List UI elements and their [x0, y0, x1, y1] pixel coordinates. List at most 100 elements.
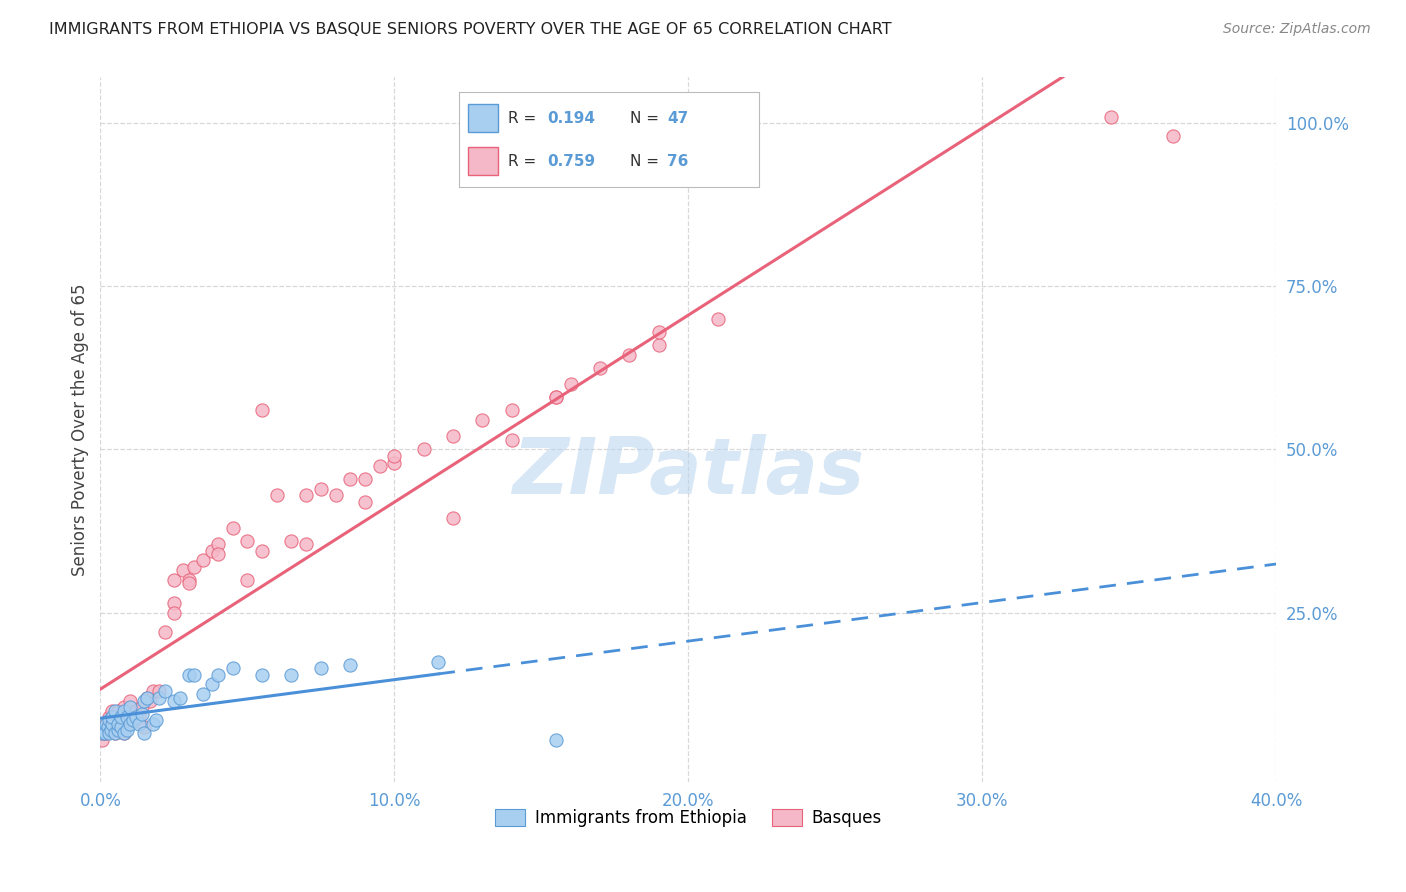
Point: [112, 726, 135, 740]
Y-axis label: Seniors Poverty Over the Age of 65: Seniors Poverty Over the Age of 65: [72, 284, 89, 576]
Point: [368, 458, 391, 473]
Point: [236, 533, 259, 548]
Point: [91, 723, 114, 738]
Point: [163, 596, 186, 610]
Point: [142, 684, 165, 698]
Point: [128, 710, 150, 724]
Point: [309, 482, 332, 496]
Point: [153, 684, 176, 698]
Point: [236, 573, 259, 587]
Point: [309, 661, 332, 675]
Point: [382, 456, 405, 470]
Point: [131, 700, 153, 714]
Point: [163, 573, 186, 587]
Point: [91, 720, 114, 734]
Point: [589, 360, 612, 375]
Text: Source: ZipAtlas.com: Source: ZipAtlas.com: [1223, 22, 1371, 37]
Point: [207, 537, 229, 551]
Point: [382, 449, 405, 463]
Point: [207, 667, 229, 681]
Point: [94, 726, 117, 740]
Point: [706, 312, 728, 326]
Point: [110, 720, 132, 734]
Point: [128, 716, 150, 731]
Text: ZIPatlas: ZIPatlas: [512, 434, 865, 510]
Point: [280, 667, 302, 681]
Point: [115, 716, 138, 731]
Point: [177, 573, 200, 587]
Point: [471, 413, 494, 427]
Point: [221, 521, 243, 535]
Point: [112, 726, 135, 740]
Point: [412, 442, 434, 457]
Point: [124, 704, 146, 718]
Point: [148, 690, 170, 705]
Point: [110, 716, 132, 731]
Point: [118, 710, 141, 724]
Point: [501, 433, 523, 447]
Point: [544, 733, 567, 747]
Point: [131, 706, 153, 721]
Point: [91, 726, 114, 740]
Point: [112, 704, 135, 718]
Point: [177, 576, 200, 591]
Point: [142, 716, 165, 731]
Point: [560, 377, 582, 392]
Point: [115, 710, 138, 724]
Point: [193, 553, 215, 567]
Point: [101, 720, 124, 734]
Point: [250, 667, 273, 681]
Point: [112, 700, 135, 714]
Point: [280, 533, 302, 548]
Point: [136, 690, 159, 705]
Point: [172, 563, 194, 577]
Point: [90, 726, 112, 740]
Point: [619, 348, 641, 362]
Point: [134, 694, 156, 708]
Point: [139, 694, 162, 708]
Point: [104, 704, 127, 718]
Point: [648, 338, 671, 352]
Point: [183, 667, 205, 681]
Point: [94, 723, 117, 738]
Point: [1161, 129, 1184, 144]
Point: [121, 714, 143, 728]
Point: [100, 723, 122, 738]
Point: [427, 655, 450, 669]
Point: [201, 543, 224, 558]
Point: [96, 726, 118, 740]
Point: [153, 625, 176, 640]
Point: [104, 726, 127, 740]
Point: [354, 494, 377, 508]
Point: [183, 560, 205, 574]
Point: [648, 325, 671, 339]
Point: [118, 700, 141, 714]
Point: [266, 488, 288, 502]
Point: [107, 716, 129, 731]
Point: [98, 710, 121, 724]
Point: [169, 690, 191, 705]
Point: [339, 472, 361, 486]
Point: [107, 704, 129, 718]
Point: [121, 706, 143, 721]
Point: [104, 710, 127, 724]
Point: [354, 472, 377, 486]
Legend: Immigrants from Ethiopia, Basques: Immigrants from Ethiopia, Basques: [488, 803, 889, 834]
Point: [90, 733, 112, 747]
Point: [98, 726, 121, 740]
Point: [1101, 110, 1123, 124]
Point: [107, 723, 129, 738]
Point: [501, 403, 523, 417]
Point: [96, 716, 118, 731]
Point: [177, 667, 200, 681]
Point: [104, 726, 127, 740]
Point: [101, 710, 124, 724]
Point: [201, 677, 224, 691]
Point: [148, 684, 170, 698]
Point: [97, 720, 120, 734]
Point: [250, 403, 273, 417]
Point: [544, 390, 567, 404]
Point: [115, 723, 138, 738]
Point: [110, 710, 132, 724]
Point: [295, 488, 318, 502]
